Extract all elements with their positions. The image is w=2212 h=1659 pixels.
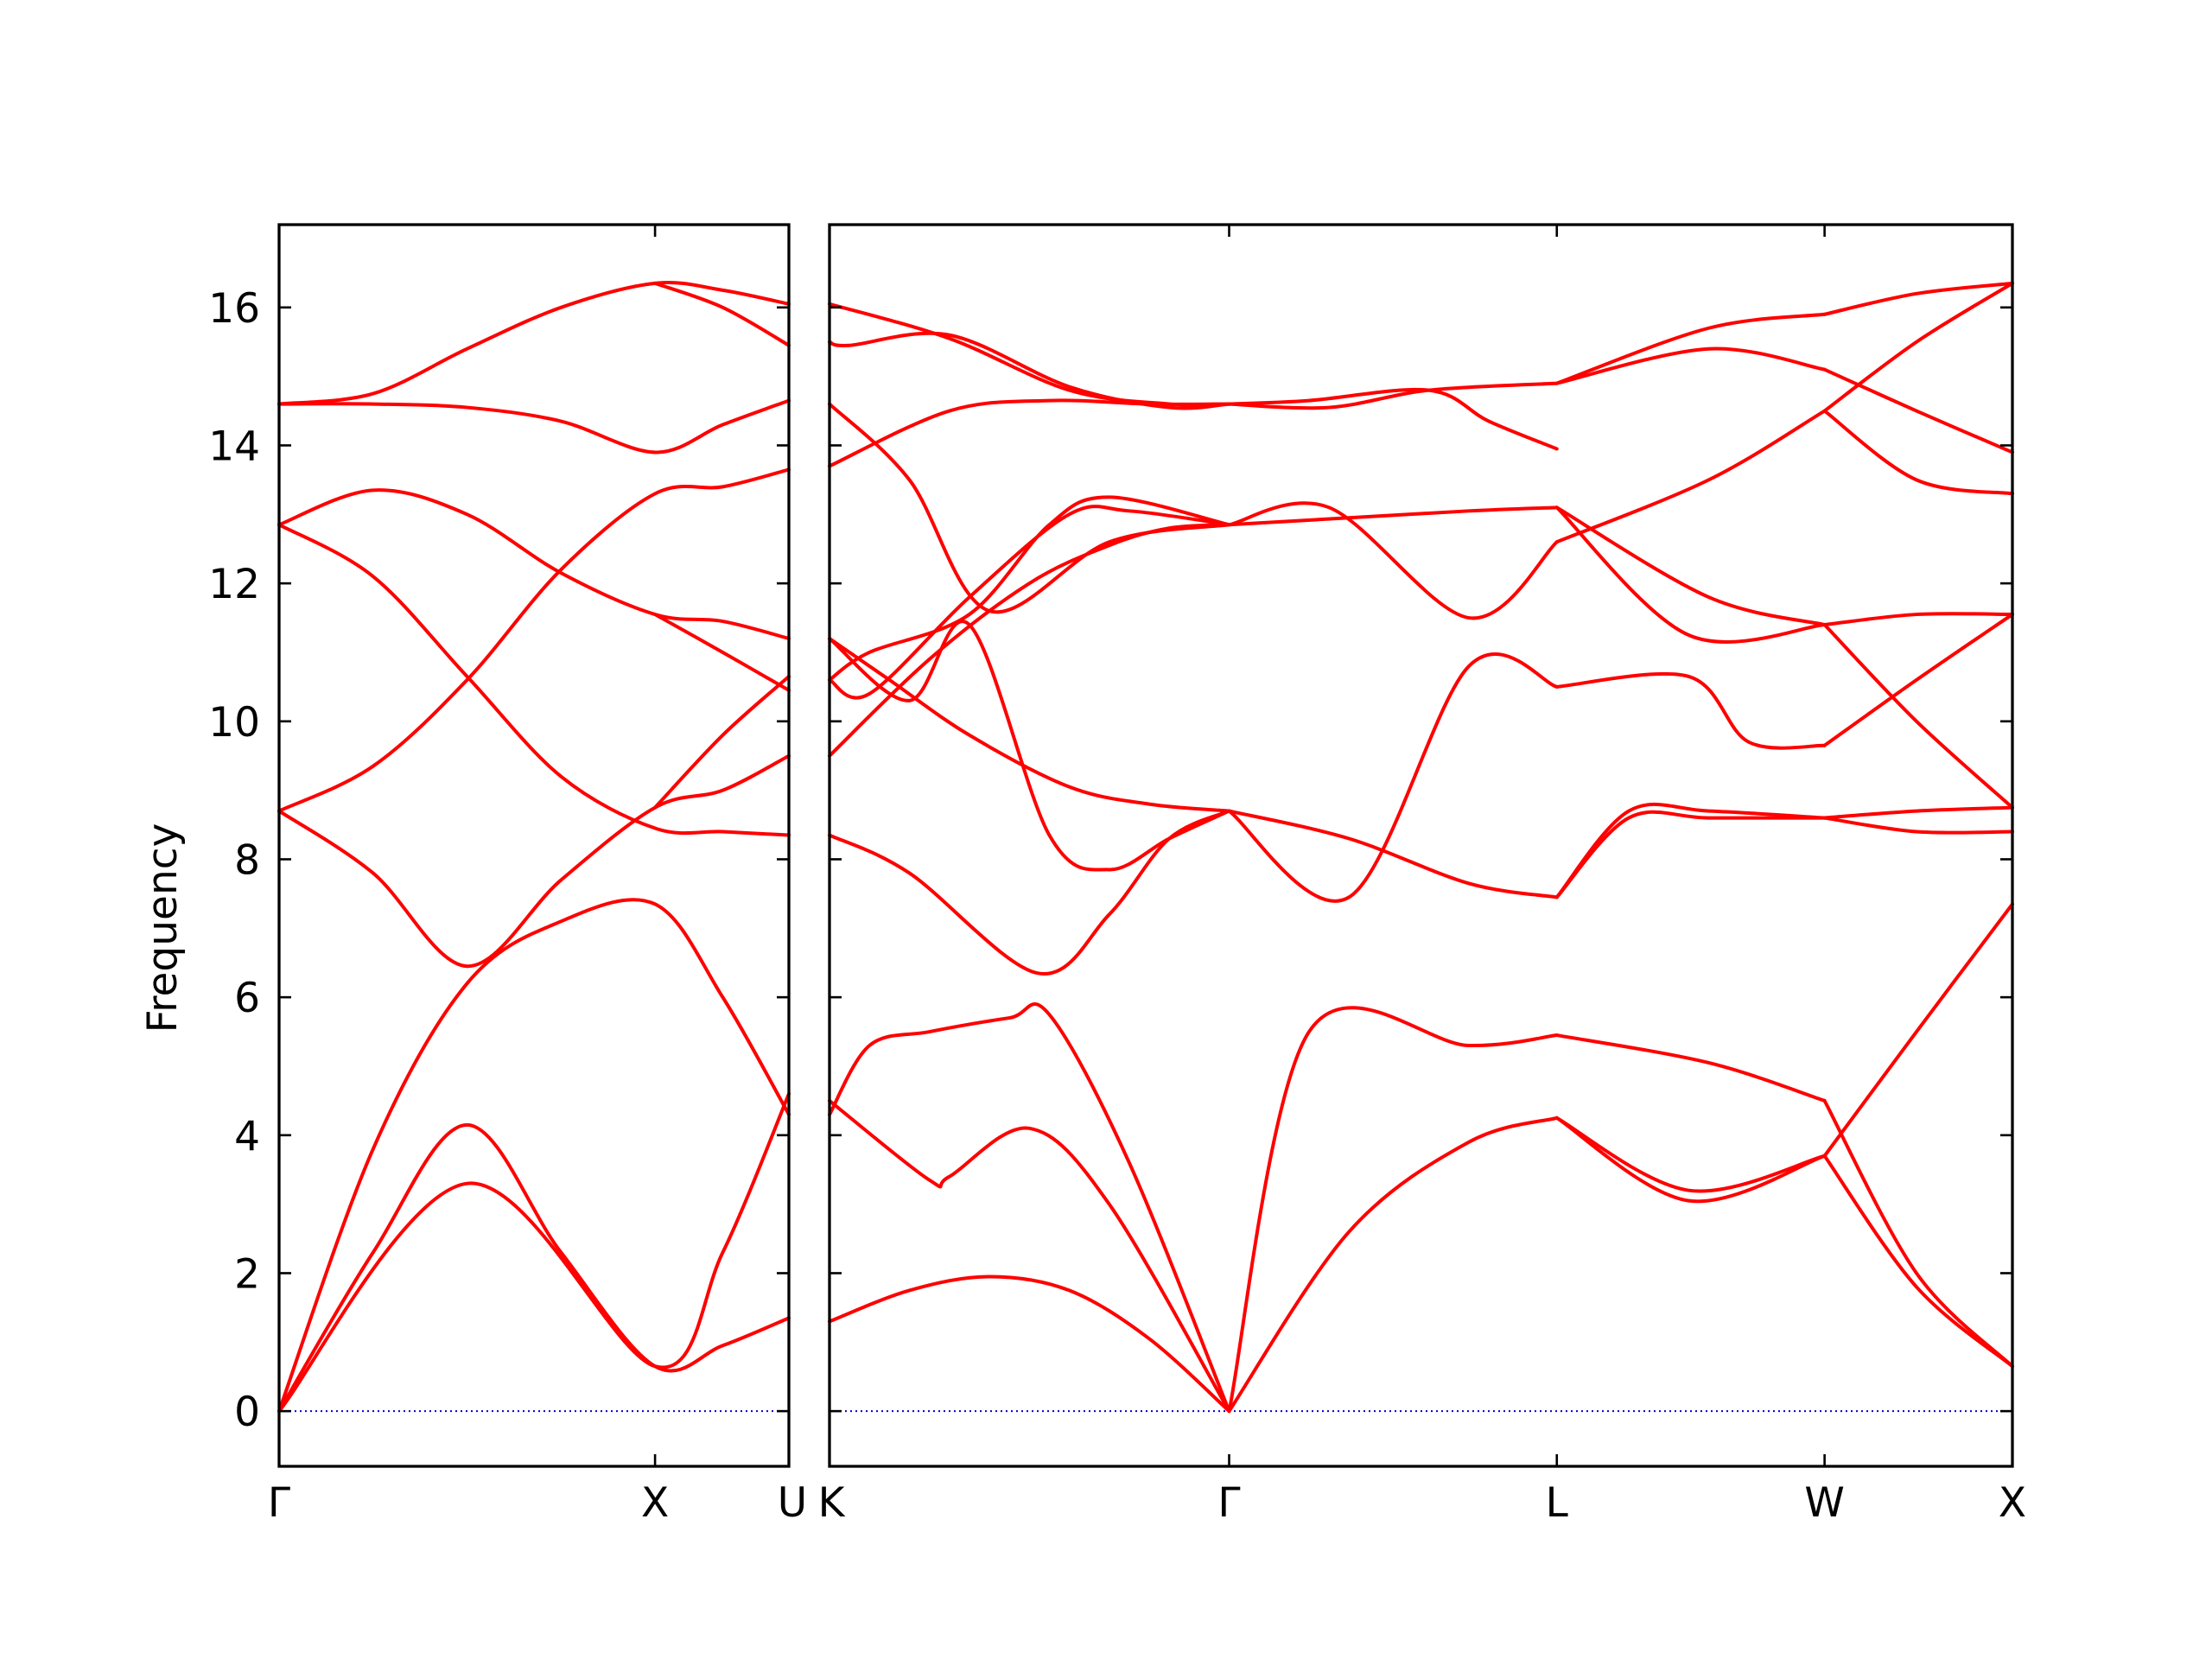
band-line xyxy=(653,613,791,692)
band-line xyxy=(277,753,791,969)
band-line xyxy=(1822,613,2014,747)
band-line xyxy=(1227,1116,1559,1414)
band-line xyxy=(828,302,1231,407)
band-line xyxy=(1554,802,1827,899)
axes-layer: 0 2 4 6 8 10 12 14 16 Γ X U K Γ L W X xyxy=(208,223,2026,1527)
band-line xyxy=(1554,409,1827,544)
band-line xyxy=(1554,346,1827,385)
band-line xyxy=(828,495,1231,682)
bands-layer xyxy=(277,281,2014,1414)
band-line xyxy=(1822,902,2014,1158)
x-tick-label: W xyxy=(1804,1479,1844,1527)
y-tick-label: 4 xyxy=(234,1113,260,1160)
y-tick-label: 16 xyxy=(208,285,260,333)
x-tick-label: L xyxy=(1546,1479,1568,1527)
band-line xyxy=(1822,805,2014,820)
panel-frame xyxy=(277,223,791,1468)
band-line xyxy=(1227,809,1559,899)
band-line xyxy=(828,809,1231,976)
band-line xyxy=(828,1274,1231,1414)
band-line xyxy=(1227,387,1559,451)
band-line xyxy=(828,1098,1231,1414)
band-line xyxy=(277,398,791,454)
x-tick-label: X xyxy=(1999,1479,2026,1527)
band-line xyxy=(653,281,791,347)
band-line xyxy=(277,1122,791,1414)
band-line xyxy=(277,1091,791,1414)
y-tick-label: 2 xyxy=(234,1250,260,1298)
band-line xyxy=(1554,810,1827,899)
y-tick-label: 12 xyxy=(208,561,260,608)
x-tick-label: X xyxy=(641,1479,669,1527)
band-line xyxy=(277,523,791,837)
band-line xyxy=(828,402,1231,614)
x-tick-label: U xyxy=(778,1479,807,1527)
y-tick-label: 8 xyxy=(234,836,260,884)
x-tick-label: Γ xyxy=(268,1479,290,1527)
band-line xyxy=(1554,312,1827,385)
band-line xyxy=(653,674,791,810)
band-line xyxy=(828,331,1231,410)
band-line xyxy=(277,467,791,813)
band-line xyxy=(277,898,791,1414)
band-line xyxy=(1227,501,1559,620)
band-line xyxy=(1822,281,2014,413)
band-line xyxy=(828,1002,1231,1414)
band-line xyxy=(1227,652,1559,903)
band-line xyxy=(277,281,791,406)
band-line xyxy=(828,505,1231,700)
y-axis-label: Frequency xyxy=(139,823,187,1033)
band-line xyxy=(1822,816,2014,835)
band-line xyxy=(1822,1154,2014,1369)
band-line xyxy=(1822,409,2014,496)
band-line xyxy=(1554,671,1827,750)
band-line xyxy=(1822,612,2014,627)
band-line xyxy=(1554,505,1827,644)
band-line xyxy=(1227,505,1559,527)
band-line xyxy=(1822,1098,2014,1369)
x-tick-label: K xyxy=(818,1479,846,1527)
band-line xyxy=(1227,1006,1559,1414)
band-line xyxy=(828,523,1231,758)
band-line xyxy=(1822,623,2014,810)
band-line xyxy=(1554,1116,1827,1193)
band-line xyxy=(1554,1033,1827,1103)
band-line xyxy=(1554,1116,1827,1204)
band-line xyxy=(828,620,1231,872)
y-tick-label: 0 xyxy=(234,1389,260,1436)
x-tick-label: Γ xyxy=(1217,1479,1240,1527)
panel-frame xyxy=(828,223,2014,1468)
band-line xyxy=(828,637,1231,813)
band-line xyxy=(1822,281,2014,316)
y-tick-label: 6 xyxy=(234,975,260,1022)
y-tick-label: 10 xyxy=(208,699,260,747)
y-tick-label: 14 xyxy=(208,423,260,470)
band-line xyxy=(1822,367,2014,454)
band-line xyxy=(1227,381,1559,410)
band-line xyxy=(277,488,791,640)
